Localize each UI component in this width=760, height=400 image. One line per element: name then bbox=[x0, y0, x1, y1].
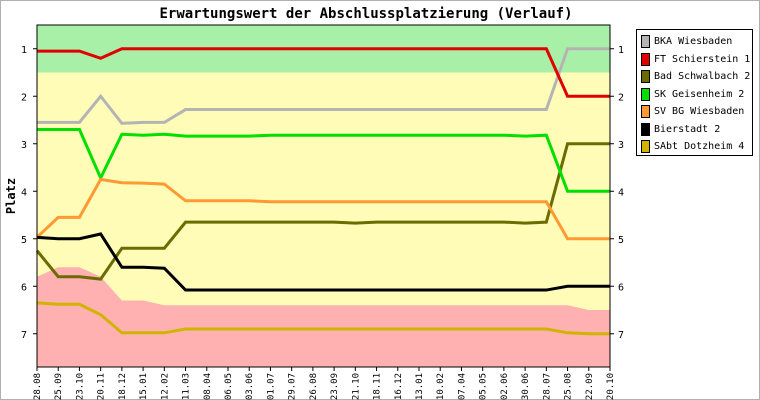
y-tick-label: 6 bbox=[21, 282, 27, 293]
x-tick-label: 16.12 bbox=[394, 373, 404, 400]
x-tick-label: 01.07 bbox=[266, 373, 276, 400]
x-tick-label: 20.10 bbox=[606, 373, 616, 400]
x-tick-label: 26.08 bbox=[309, 373, 319, 400]
x-tick-label: 25.09 bbox=[54, 373, 64, 400]
y-tick-label-right: 1 bbox=[618, 45, 624, 56]
y-tick-label-right: 6 bbox=[618, 282, 624, 293]
x-tick-label: 21.10 bbox=[351, 373, 361, 400]
y-tick-label-right: 4 bbox=[618, 187, 624, 198]
series-lines bbox=[35, 47, 610, 336]
x-tick-label: 18.12 bbox=[118, 373, 128, 400]
legend-item: FT Schierstein 1 bbox=[637, 51, 752, 69]
legend-label: SAbt Dotzheim 4 bbox=[654, 141, 745, 153]
x-tick-label: 10.02 bbox=[436, 373, 446, 400]
x-tick-label: 28.07 bbox=[542, 373, 552, 400]
legend-swatch bbox=[641, 35, 650, 49]
legend-item: Bierstadt 2 bbox=[637, 121, 752, 139]
x-tick-label: 28.08 bbox=[33, 373, 43, 400]
legend-label: FT Schierstein 1 bbox=[654, 53, 751, 65]
y-tick-label-right: 5 bbox=[618, 235, 624, 246]
x-tick-label: 23.09 bbox=[330, 373, 340, 400]
x-tick-label: 15.01 bbox=[139, 373, 149, 400]
legend-swatch bbox=[641, 52, 650, 66]
x-tick-label: 30.06 bbox=[521, 373, 531, 400]
series-line-4 bbox=[37, 128, 610, 193]
legend-swatch bbox=[641, 140, 650, 154]
chart-title: Erwartungswert der Abschlussplatzierung … bbox=[159, 6, 572, 22]
legend-swatch bbox=[641, 122, 650, 136]
legend-swatch bbox=[641, 105, 650, 119]
legend-label: BKA Wiesbaden bbox=[654, 36, 733, 48]
series-line-7 bbox=[36, 301, 610, 336]
x-tick-label: 20.11 bbox=[97, 373, 107, 400]
y-tick-label-right: 3 bbox=[618, 140, 624, 151]
y-tick-label: 1 bbox=[21, 45, 27, 56]
x-tick-label: 07.04 bbox=[457, 373, 467, 400]
x-tick-label: 29.07 bbox=[288, 373, 298, 400]
y-tick-label: 7 bbox=[21, 330, 27, 341]
y-tick-label-right: 7 bbox=[618, 330, 624, 341]
y-tick-label: 2 bbox=[21, 92, 27, 103]
series-line-3 bbox=[35, 142, 610, 281]
series-line-2 bbox=[37, 47, 610, 98]
x-tick-label: 23.10 bbox=[75, 373, 85, 400]
zone-bands bbox=[37, 25, 610, 367]
legend-label: Bierstadt 2 bbox=[654, 123, 721, 135]
x-tick-label: 11.03 bbox=[182, 373, 192, 400]
legend-label: SV BG Wiesbaden bbox=[654, 106, 745, 118]
x-tick-label: 13.01 bbox=[415, 373, 425, 400]
x-tick-label: 25.08 bbox=[564, 373, 574, 400]
legend: BKA Wiesbaden FT Schierstein 1 Bad Schwalb… bbox=[636, 29, 753, 156]
y-tick-label-right: 2 bbox=[618, 92, 624, 103]
x-tick-label: 18.11 bbox=[373, 373, 383, 400]
x-tick-label: 02.06 bbox=[500, 373, 510, 400]
series-line-1 bbox=[37, 47, 610, 125]
series-line-5 bbox=[35, 177, 610, 241]
x-tick-label: 22.09 bbox=[585, 373, 595, 400]
legend-label: Bad Schwalbach 2 bbox=[654, 71, 751, 83]
band-relegation bbox=[37, 267, 610, 367]
legend-label: SK Geisenheim 2 bbox=[654, 88, 745, 100]
axes bbox=[33, 24, 614, 371]
legend-item: SV BG Wiesbaden bbox=[637, 103, 752, 121]
tick-labels: 1 1 2 2 3 3 4 4 5 5 6 6 7 7 28.08 25.09 23.10 20.11 18.12 1… bbox=[21, 45, 624, 400]
legend-item: SAbt Dotzheim 4 bbox=[637, 138, 752, 156]
y-tick-label: 3 bbox=[21, 140, 27, 151]
x-tick-label: 08.04 bbox=[203, 373, 213, 400]
x-tick-label: 12.02 bbox=[160, 373, 170, 400]
y-axis-label: Platz bbox=[4, 178, 18, 214]
series-line-6 bbox=[36, 232, 610, 292]
legend-item: BKA Wiesbaden bbox=[637, 33, 752, 51]
legend-item: SK Geisenheim 2 bbox=[637, 86, 752, 104]
y-tick-label: 4 bbox=[21, 187, 27, 198]
x-tick-label: 06.05 bbox=[224, 373, 234, 400]
x-tick-label: 05.05 bbox=[479, 373, 489, 400]
legend-swatch bbox=[641, 70, 650, 84]
y-tick-label: 5 bbox=[21, 235, 27, 246]
legend-item: Bad Schwalbach 2 bbox=[637, 68, 752, 86]
plot-border bbox=[36, 24, 611, 368]
legend-swatch bbox=[641, 87, 650, 101]
x-tick-label: 03.06 bbox=[245, 373, 255, 400]
